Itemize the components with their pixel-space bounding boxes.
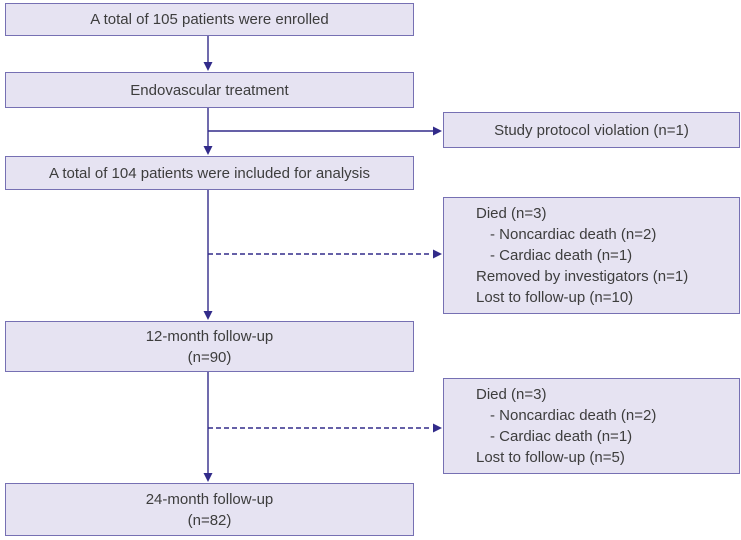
exclusions-12m-died: Died (n=3) bbox=[476, 205, 547, 222]
box-enrolled: A total of 105 patients were enrolled bbox=[5, 3, 414, 36]
arrow-12m-to-24m bbox=[203, 372, 213, 482]
exclusions-12m-noncardiac: - Noncardiac death (n=2) bbox=[490, 226, 657, 243]
dashed-arrow-to-exclusions-24m bbox=[208, 423, 442, 433]
exclusions-12m-cardiac: - Cardiac death (n=1) bbox=[490, 247, 633, 264]
box-12-month-followup: 12-month follow-up (n=90) bbox=[5, 321, 414, 372]
box-12-month-followup-count: (n=90) bbox=[187, 348, 232, 366]
exclusions-24m-cardiac: - Cardiac death (n=1) bbox=[490, 428, 633, 445]
box-24-month-followup-count: (n=82) bbox=[187, 511, 232, 529]
arrow-to-protocol-violation bbox=[208, 126, 442, 136]
box-enrolled-label: A total of 105 patients were enrolled bbox=[90, 11, 329, 28]
box-protocol-violation-label: Study protocol violation (n=1) bbox=[494, 121, 689, 139]
exclusions-24m-lost: Lost to follow-up (n=5) bbox=[476, 449, 625, 466]
exclusions-12m-removed: Removed by investigators (n=1) bbox=[476, 268, 689, 285]
box-exclusions-24m: Died (n=3) - Noncardiac death (n=2) - Ca… bbox=[443, 378, 740, 474]
exclusions-24m-died: Died (n=3) bbox=[476, 386, 547, 403]
box-included-for-analysis-label: A total of 104 patients were included fo… bbox=[48, 164, 371, 182]
box-24-month-followup: 24-month follow-up (n=82) bbox=[5, 483, 414, 536]
box-protocol-violation: Study protocol violation (n=1) bbox=[443, 112, 740, 148]
dashed-arrow-to-exclusions-12m bbox=[208, 249, 442, 259]
exclusions-24m-noncardiac: - Noncardiac death (n=2) bbox=[490, 407, 657, 424]
box-24-month-followup-label: 24-month follow-up bbox=[145, 490, 274, 508]
box-endovascular-treatment: Endovascular treatment bbox=[5, 72, 414, 108]
arrow-treatment-to-analysis bbox=[203, 108, 213, 155]
box-exclusions-12m: Died (n=3) - Noncardiac death (n=2) - Ca… bbox=[443, 197, 740, 314]
exclusions-12m-lost: Lost to follow-up (n=10) bbox=[476, 289, 634, 306]
box-12-month-followup-label: 12-month follow-up bbox=[145, 327, 274, 345]
arrow-enrolled-to-treatment bbox=[203, 36, 213, 71]
box-included-for-analysis: A total of 104 patients were included fo… bbox=[5, 156, 414, 190]
box-endovascular-treatment-label: Endovascular treatment bbox=[130, 81, 289, 99]
arrow-analysis-to-12m bbox=[203, 190, 213, 320]
